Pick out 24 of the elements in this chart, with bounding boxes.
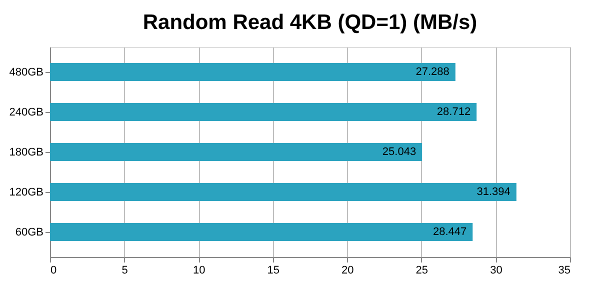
chart-title: Random Read 4KB (QD=1) (MB/s): [142, 11, 478, 34]
data-label: 25.043: [382, 146, 416, 158]
bar: [50, 103, 477, 121]
x-tick-label: 15: [267, 264, 280, 276]
data-label: 31.394: [476, 186, 510, 198]
y-tick-label: 180GB: [9, 146, 44, 158]
bar: [50, 183, 516, 201]
bar: [50, 63, 456, 81]
x-tick-label: 5: [122, 264, 128, 276]
x-tick-label: 10: [192, 264, 206, 276]
data-label: 28.712: [436, 106, 471, 118]
data-label: 27.288: [416, 66, 450, 78]
bar: [50, 223, 473, 241]
x-tick-label: 20: [342, 264, 354, 276]
x-tick-label: 25: [416, 264, 428, 276]
data-label: 28.447: [432, 226, 467, 238]
x-tick-label: 30: [490, 264, 502, 276]
x-tick-label: 35: [558, 264, 570, 276]
y-tick-label: 240GB: [9, 106, 44, 118]
y-tick-label: 120GB: [9, 186, 44, 198]
x-tick-label: 0: [50, 264, 57, 276]
y-tick-label: 60GB: [15, 226, 44, 238]
y-tick-label: 480GB: [9, 66, 44, 78]
bar: [50, 143, 422, 161]
